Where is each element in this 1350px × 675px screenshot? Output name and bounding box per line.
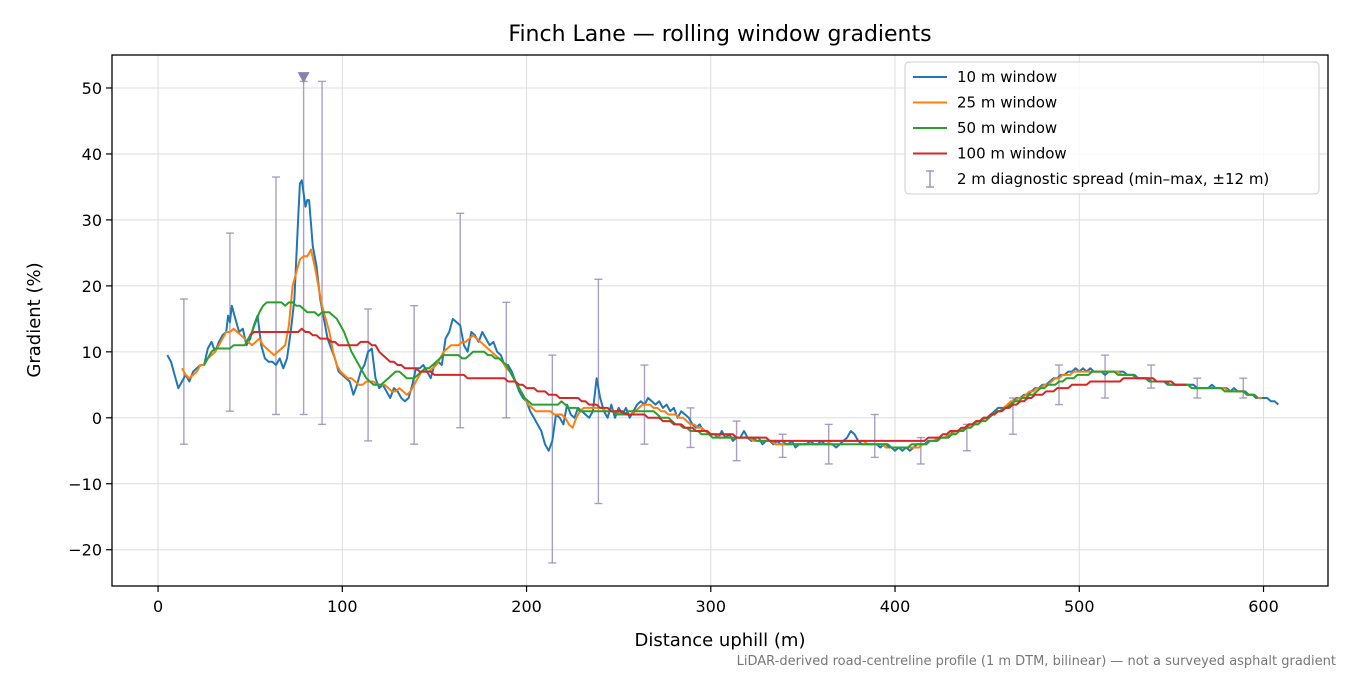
legend: 10 m window 25 m window 50 m window 100 m w… [904, 61, 1320, 195]
x-tick-label-4: 400 [880, 597, 911, 616]
x-tick-label-1: 100 [327, 597, 358, 616]
errorbar-24 [1239, 377, 1248, 399]
x-tick-label-5: 500 [1064, 597, 1095, 616]
y-tick-label-3: 10 [82, 343, 102, 362]
errorbar-22 [1147, 364, 1156, 389]
x-axis-label: Distance uphill (m) [635, 630, 806, 651]
errorbar-group [179, 80, 1248, 564]
errorbar-2 [271, 176, 280, 416]
legend-label-4: 100 m window [957, 145, 1067, 163]
y-axis-ticks: −20 −10 0 10 20 30 40 50 [68, 79, 112, 560]
series-line-1 [166, 179, 1279, 452]
y-tick-label-6: 40 [82, 145, 102, 164]
x-axis-ticks: 0 100 200 300 400 500 600 [153, 586, 1279, 616]
series-line-3 [203, 301, 1259, 449]
errorbar-21 [1101, 354, 1110, 399]
legend-item-3: 50 m window [913, 119, 1057, 137]
x-tick-label-6: 600 [1248, 597, 1279, 616]
errorbar-4 [318, 80, 327, 426]
errorbar-8 [502, 301, 511, 419]
errorbar-17 [916, 436, 925, 465]
errorbar-9 [548, 354, 557, 564]
errorbar-5 [364, 308, 373, 442]
y-tick-label-5: 30 [82, 211, 102, 230]
legend-item-1: 10 m window [913, 68, 1057, 86]
y-axis-label: Gradient (%) [24, 262, 45, 377]
peak-marker [297, 72, 310, 84]
x-tick-label-2: 200 [511, 597, 542, 616]
legend-item-5: 2 m diagnostic spread (min–max, ±12 m) [926, 170, 1269, 188]
y-tick-label-4: 20 [82, 277, 102, 296]
marker-group [297, 72, 310, 84]
legend-item-4: 100 m window [913, 145, 1067, 163]
errorbar-14 [778, 433, 787, 459]
x-tick-label-3: 300 [696, 597, 727, 616]
legend-label-1: 10 m window [957, 68, 1057, 86]
y-tick-label-7: 50 [82, 79, 102, 98]
legend-box [904, 61, 1320, 195]
x-tick-label-0: 0 [153, 597, 163, 616]
legend-label-3: 50 m window [957, 119, 1057, 137]
errorbar-16 [870, 413, 879, 459]
series-line-4 [249, 327, 1187, 442]
footnote: LiDAR-derived road-centreline profile (1… [737, 654, 1336, 669]
errorbar-20 [1055, 364, 1064, 406]
plot-frame [111, 54, 1329, 587]
legend-item-2: 25 m window [913, 94, 1057, 112]
legend-label-5: 2 m diagnostic spread (min–max, ±12 m) [957, 170, 1269, 188]
y-tick-label-2: 0 [92, 409, 102, 428]
errorbar-7 [456, 212, 465, 429]
series-group [166, 179, 1279, 452]
y-tick-label-0: −20 [68, 541, 102, 560]
legend-label-2: 25 m window [957, 94, 1057, 112]
errorbar-13 [732, 420, 741, 462]
grid [112, 55, 1328, 586]
chart-title: Finch Lane — rolling window gradients [508, 22, 931, 47]
y-tick-label-1: −10 [68, 475, 102, 494]
